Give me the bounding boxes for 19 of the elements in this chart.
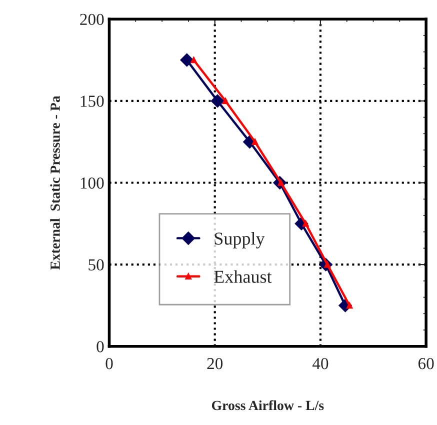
y-tick-label: 50 — [88, 259, 104, 271]
x-tick-label: 20 — [207, 358, 223, 370]
legend-label: Exhaust — [214, 270, 272, 283]
point — [180, 53, 194, 67]
point — [210, 94, 224, 108]
point — [190, 56, 197, 64]
y-tick-label: 0 — [96, 341, 104, 352]
y-tick-label: 150 — [80, 96, 104, 107]
y-tick-label: 100 — [80, 177, 104, 189]
x-axis-title: Gross Airflow - L/s — [212, 400, 324, 410]
y-axis-title: External Static Pressure - Pa — [50, 96, 60, 270]
point — [252, 138, 258, 145]
point — [346, 302, 353, 309]
y-tick-label: 200 — [80, 14, 104, 26]
x-tick-label: 40 — [312, 358, 328, 370]
x-tick-label: 60 — [418, 358, 434, 370]
legend-label: Supply — [214, 232, 265, 248]
x-tick-label: 0 — [106, 358, 113, 370]
point — [222, 98, 229, 104]
